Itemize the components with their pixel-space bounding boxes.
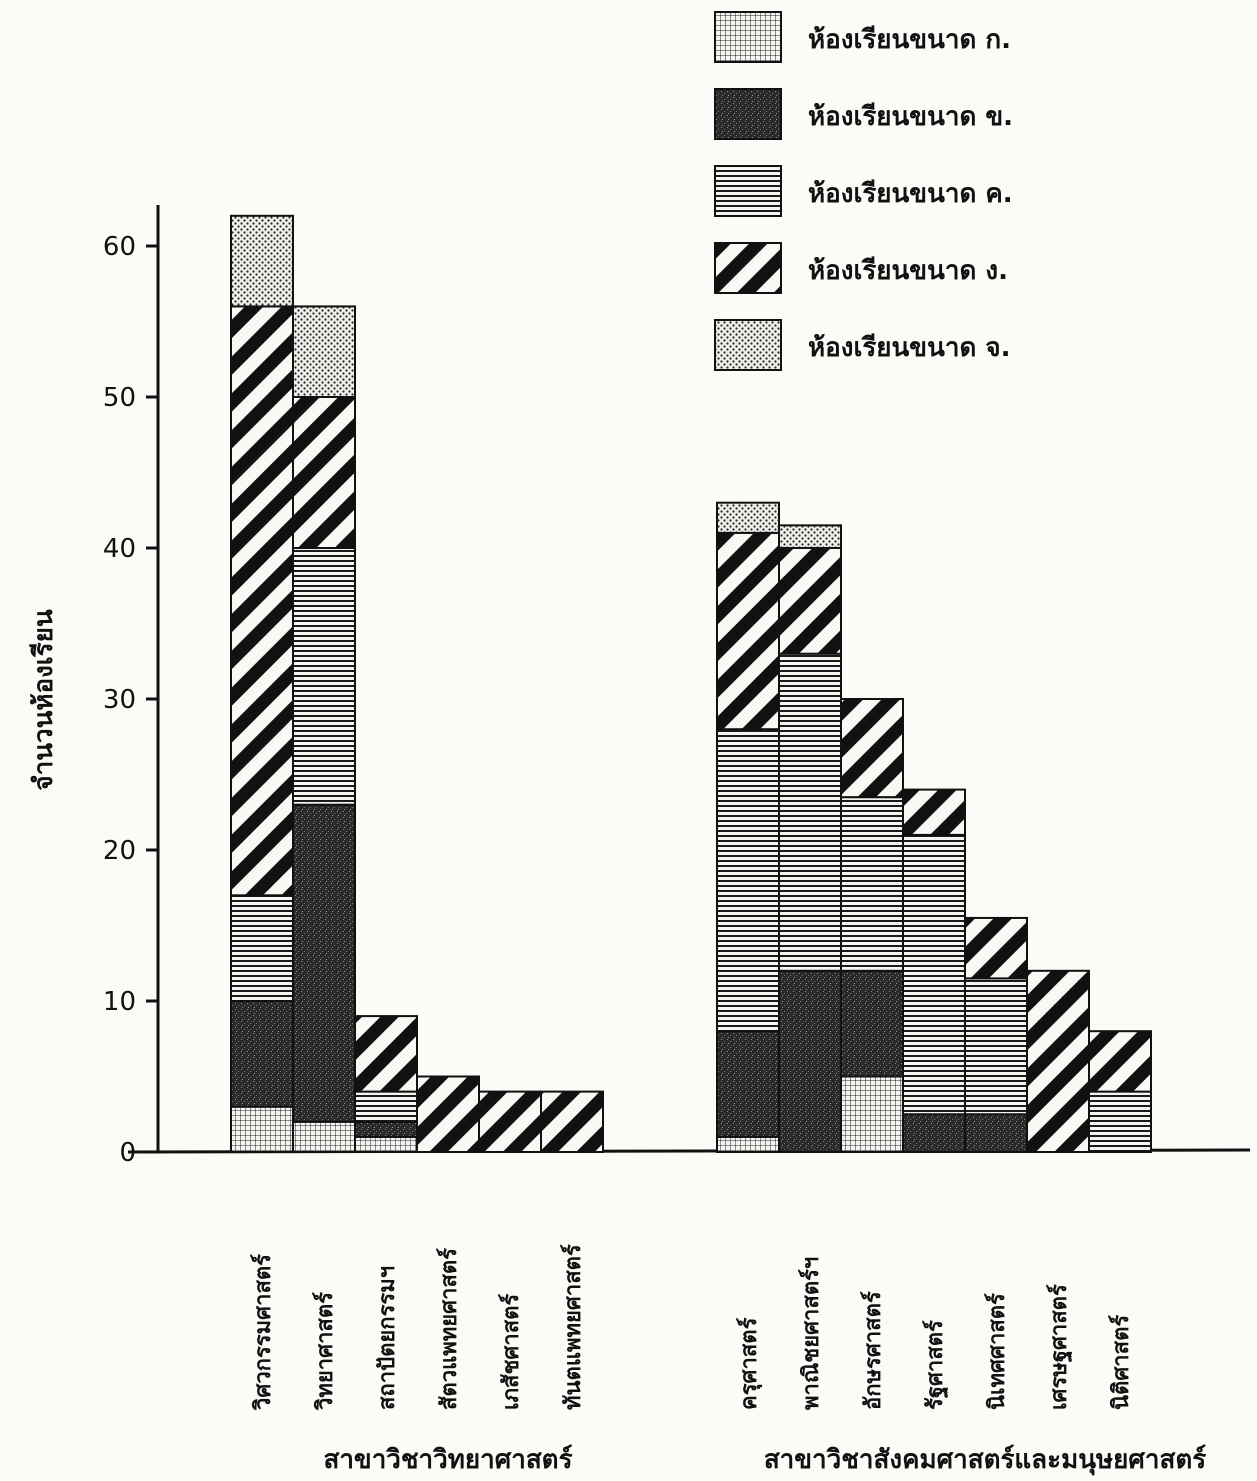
bar-segment — [230, 214, 294, 308]
bar-segment — [354, 1015, 418, 1093]
bar-segment — [292, 396, 356, 549]
bar-segment — [716, 1135, 780, 1154]
category-label: สัตวแพทยศาสตร์ — [436, 1248, 462, 1410]
bar-segment — [716, 728, 780, 1033]
bar-segment — [354, 1090, 418, 1123]
category-label: ครุศาสตร์ — [736, 1317, 763, 1410]
legend-label: ห้องเรียนขนาด ข. — [808, 102, 1013, 132]
bar-segment — [292, 547, 356, 806]
y-tick-label: 20 — [103, 836, 136, 866]
bar-segment — [354, 1135, 418, 1154]
category-label: พาณิชยศาสตร์ฯ — [798, 1257, 824, 1410]
bar-segment — [778, 547, 842, 655]
category-label: ทันตแพทยศาสตร์ — [560, 1244, 586, 1410]
category-label: รัฐศาสตร์ — [922, 1320, 949, 1410]
bar-segment — [292, 1120, 356, 1154]
bar-segment — [964, 977, 1028, 1116]
bar-segment — [840, 698, 904, 799]
bar-segment — [902, 833, 966, 1116]
bar-segment — [230, 1000, 294, 1108]
category-label: สถาปัตยกรรมฯ — [375, 1266, 400, 1410]
bar-segment — [230, 894, 294, 1002]
bar-segment — [902, 1113, 966, 1153]
y-tick-label: 0 — [119, 1138, 136, 1168]
legend-label: ห้องเรียนขนาด ง. — [808, 256, 1008, 286]
category-label: อักษรศาสตร์ — [860, 1291, 886, 1410]
bar-segment — [778, 524, 842, 549]
bar-segment — [840, 796, 904, 972]
bar-segment — [478, 1090, 542, 1153]
bar-segment — [1088, 1090, 1152, 1153]
bar-segment — [292, 305, 356, 398]
bar-segment — [354, 1120, 418, 1138]
y-tick-label: 50 — [103, 383, 136, 413]
bar-segment — [292, 803, 356, 1123]
bar-segment — [964, 1113, 1028, 1153]
category-label: เภสัชศาสตร์ — [498, 1294, 524, 1410]
y-axis-label: จำนวนห้องเรียน — [29, 609, 59, 791]
bar-segment — [1026, 969, 1090, 1153]
category-label: นิติศาสตร์ — [1108, 1315, 1134, 1410]
y-tick-label: 10 — [103, 987, 136, 1017]
y-tick-label: 30 — [103, 685, 136, 715]
bar-segment — [716, 531, 780, 731]
bar-segment — [716, 501, 780, 534]
bar-segment — [902, 788, 966, 836]
legend-swatch — [714, 11, 782, 63]
bar-segment — [778, 652, 842, 972]
bar-segment — [716, 1030, 780, 1138]
legend-swatch — [714, 88, 782, 140]
category-label: นิเทศศาสตร์ — [984, 1293, 1010, 1410]
legend-label: ห้องเรียนขนาด ก. — [808, 25, 1011, 55]
legend-label: ห้องเรียนขนาด ค. — [808, 179, 1013, 209]
y-tick-label: 60 — [103, 232, 136, 262]
legend-swatch — [714, 165, 782, 217]
bar-segment — [1088, 1030, 1152, 1093]
legend-swatch — [714, 319, 782, 371]
legend-swatch — [714, 242, 782, 294]
bar-segment — [840, 1075, 904, 1153]
bar-segment — [230, 1105, 294, 1153]
category-label: วิศวกรรมศาสตร์ — [250, 1254, 276, 1411]
y-tick-label: 40 — [103, 534, 136, 564]
group-label: สาขาวิชาสังคมศาสตร์และมนุษยศาสตร์ — [764, 1444, 1206, 1476]
legend-label: ห้องเรียนขนาด จ. — [808, 333, 1011, 363]
bar-segment — [416, 1075, 480, 1153]
bar-segment — [840, 969, 904, 1078]
category-label: วิทยาศาสตร์ — [312, 1292, 338, 1411]
group-label: สาขาวิชาวิทยาศาสตร์ — [323, 1444, 572, 1475]
bar-segment — [540, 1090, 604, 1153]
category-label: เศรษฐศาสตร์ — [1046, 1284, 1073, 1410]
bar-segment — [964, 916, 1028, 980]
bar-segment — [778, 969, 842, 1153]
bar-segment — [230, 305, 294, 897]
